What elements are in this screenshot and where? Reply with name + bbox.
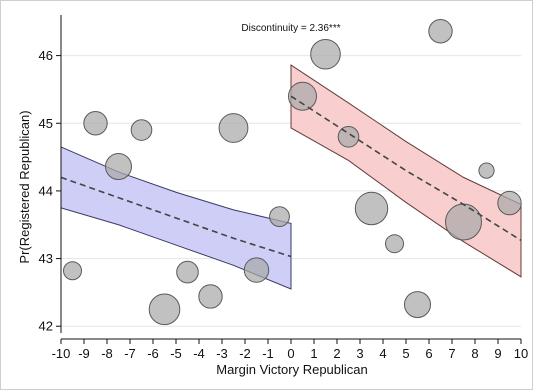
discontinuity-annotation: Discontinuity = 2.36*** <box>241 23 340 34</box>
x-tick-label: -3 <box>216 346 228 361</box>
x-tick-label: -8 <box>101 346 113 361</box>
x-tick-label: 3 <box>356 346 363 361</box>
x-tick-label: 7 <box>448 346 455 361</box>
x-tick-label: 8 <box>471 346 478 361</box>
x-tick-label: 5 <box>402 346 409 361</box>
right-fit-line <box>290 95 522 241</box>
y-tick-label: 45 <box>39 116 53 131</box>
data-point <box>497 190 522 216</box>
data-point <box>105 153 132 181</box>
y-axis-label: Pr(Registered Republican) <box>17 110 32 263</box>
data-point <box>445 203 482 241</box>
data-point <box>404 291 431 319</box>
x-tick-label: -5 <box>170 346 182 361</box>
data-point <box>385 234 404 254</box>
x-tick-label: 6 <box>425 346 432 361</box>
x-tick-label: 4 <box>379 346 386 361</box>
data-points <box>63 19 522 326</box>
data-point <box>428 19 453 44</box>
y-tick-label: 46 <box>39 48 53 63</box>
data-point <box>310 38 341 70</box>
x-tick-label: 2 <box>333 346 340 361</box>
x-tick-label: -9 <box>78 346 90 361</box>
data-point <box>354 191 389 226</box>
x-tick-label: -7 <box>124 346 136 361</box>
y-tick-label: 44 <box>39 183 53 198</box>
x-tick-label: -10 <box>52 346 71 361</box>
data-point <box>337 125 360 148</box>
left-fit-line <box>60 176 292 258</box>
data-point <box>288 81 317 111</box>
data-point <box>130 119 153 141</box>
y-tick-label: 43 <box>39 251 53 266</box>
data-point <box>478 162 495 179</box>
data-point <box>83 111 108 136</box>
x-tick-label: -4 <box>193 346 205 361</box>
data-point <box>176 260 199 284</box>
data-point <box>243 257 270 283</box>
x-tick-label: -1 <box>262 346 274 361</box>
y-tick-label: 42 <box>39 319 53 334</box>
x-tick-label: 0 <box>287 346 294 361</box>
fit-lines <box>60 95 522 258</box>
data-point <box>63 261 82 281</box>
data-point <box>148 293 181 326</box>
x-tick-label: 10 <box>514 346 528 361</box>
x-tick-label: 9 <box>494 346 501 361</box>
x-axis-label: Margin Victory Republican <box>216 362 368 377</box>
data-point <box>198 284 223 309</box>
data-point <box>218 113 249 143</box>
x-tick-label: -6 <box>147 346 159 361</box>
x-tick-label: 1 <box>310 346 317 361</box>
data-point <box>269 206 290 228</box>
x-tick-label: -2 <box>239 346 251 361</box>
